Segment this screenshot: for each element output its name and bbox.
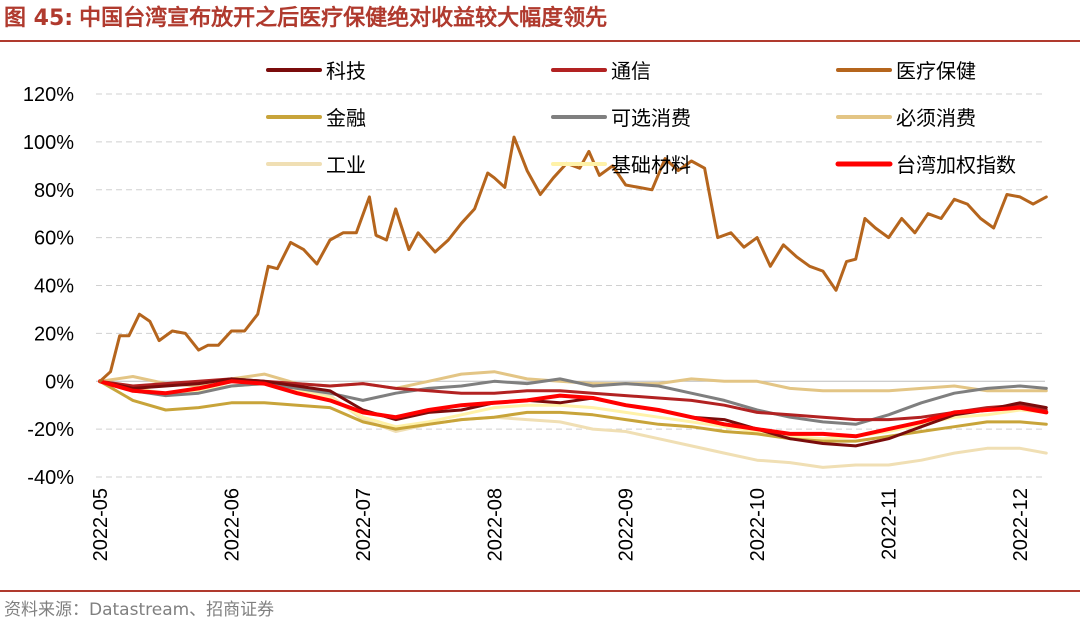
figure-title: 中国台湾宣布放开之后医疗保健绝对收益较大幅度领先 — [79, 6, 608, 31]
x-tick-label-7: 2022-12 — [1010, 488, 1032, 561]
legend-label-6: 工业 — [326, 153, 366, 177]
legend-label-0: 科技 — [326, 59, 366, 83]
source-note: 资料来源：Datastream、招商证券 — [4, 600, 275, 620]
y-tick-label-4: 40% — [34, 276, 74, 298]
series-line-0 — [98, 377, 1048, 448]
figure-label: 图 45: — [4, 6, 74, 31]
figure-title-bar: 图 45: 中国台湾宣布放开之后医疗保健绝对收益较大幅度领先 — [4, 2, 607, 36]
x-tick-label-3: 2022-08 — [484, 488, 506, 561]
line-chart: -40%-20%0%20%40%60%80%100%120% 2022-05 20… — [23, 59, 1049, 561]
y-tick-label-3: 20% — [34, 323, 74, 345]
legend-label-8: 台湾加权指数 — [896, 153, 1016, 177]
x-tick-label-4: 2022-09 — [616, 488, 638, 561]
bottom-divider — [0, 590, 1080, 592]
x-tick-label-5: 2022-10 — [747, 488, 769, 561]
legend-label-3: 金融 — [326, 106, 366, 130]
x-tick-label-0: 2022-05 — [90, 488, 112, 561]
legend-label-5: 必须消费 — [896, 106, 976, 130]
top-divider — [0, 40, 1080, 42]
x-tick-label-1: 2022-06 — [221, 488, 243, 561]
y-tick-label-1: -20% — [27, 419, 74, 441]
legend-label-4: 可选消费 — [611, 106, 691, 130]
x-axis-ticks: 2022-05 2022-06 2022-07 2022-08 2022-09 2022-… — [90, 488, 1032, 561]
y-tick-label-2: 0% — [45, 371, 74, 393]
y-tick-label-6: 80% — [34, 180, 74, 202]
x-tick-label-6: 2022-11 — [879, 488, 901, 560]
series-line-8 — [98, 379, 1049, 439]
y-tick-label-7: 100% — [23, 132, 74, 154]
legend-label-7: 基础材料 — [611, 153, 691, 177]
legend-label-2: 医疗保健 — [896, 59, 976, 83]
y-tick-label-0: -40% — [27, 467, 74, 489]
y-tick-label-5: 60% — [34, 228, 74, 250]
y-tick-label-8: 120% — [23, 84, 74, 106]
y-axis-ticks: -40% -20% 0% 20% 40% 60% 80% 100% 120% — [23, 84, 74, 489]
x-tick-label-2: 2022-07 — [353, 488, 375, 561]
series-lines — [98, 135, 1049, 469]
legend-label-1: 通信 — [611, 59, 651, 83]
series-line-2 — [98, 135, 1048, 383]
